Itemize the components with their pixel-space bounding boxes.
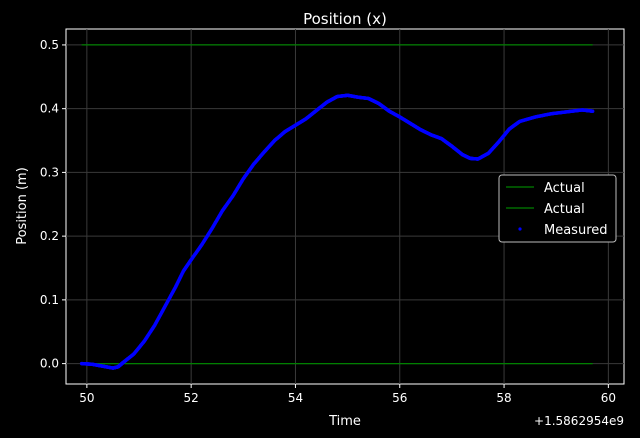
chart-title: Position (x) [303, 10, 387, 28]
legend-measured-label: Measured [544, 223, 608, 238]
x-tick-label: 50 [79, 391, 94, 405]
x-tick-label: 56 [392, 391, 407, 405]
y-tick-label: 0.4 [40, 102, 59, 116]
legend-actual-1-label: Actual [544, 181, 585, 196]
y-tick-label: 0.3 [40, 165, 59, 179]
legend-measured-swatch [518, 227, 522, 231]
x-axis-label: Time [328, 414, 361, 429]
x-tick-label: 58 [496, 391, 511, 405]
tick-layer: 50 52 54 56 58 60 0.0 0.1 0.2 0.3 0.4 0.5 [40, 38, 616, 405]
legend-box [498, 174, 617, 243]
x-tick-label: 54 [288, 391, 303, 405]
measured-point [591, 109, 595, 113]
y-tick-label: 0.2 [40, 229, 59, 243]
legend: Actual Actual Measured [498, 174, 617, 243]
legend-actual-2-label: Actual [544, 202, 585, 217]
y-tick-label: 0.1 [40, 293, 59, 307]
y-tick-label: 0.5 [40, 38, 59, 52]
x-offset-label: +1.5862954e9 [534, 414, 624, 428]
y-tick-label: 0.0 [40, 357, 59, 371]
y-axis-label: Position (m) [15, 167, 30, 245]
series-layer [79, 44, 595, 370]
x-tick-label: 52 [184, 391, 199, 405]
x-tick-label: 60 [601, 391, 616, 405]
